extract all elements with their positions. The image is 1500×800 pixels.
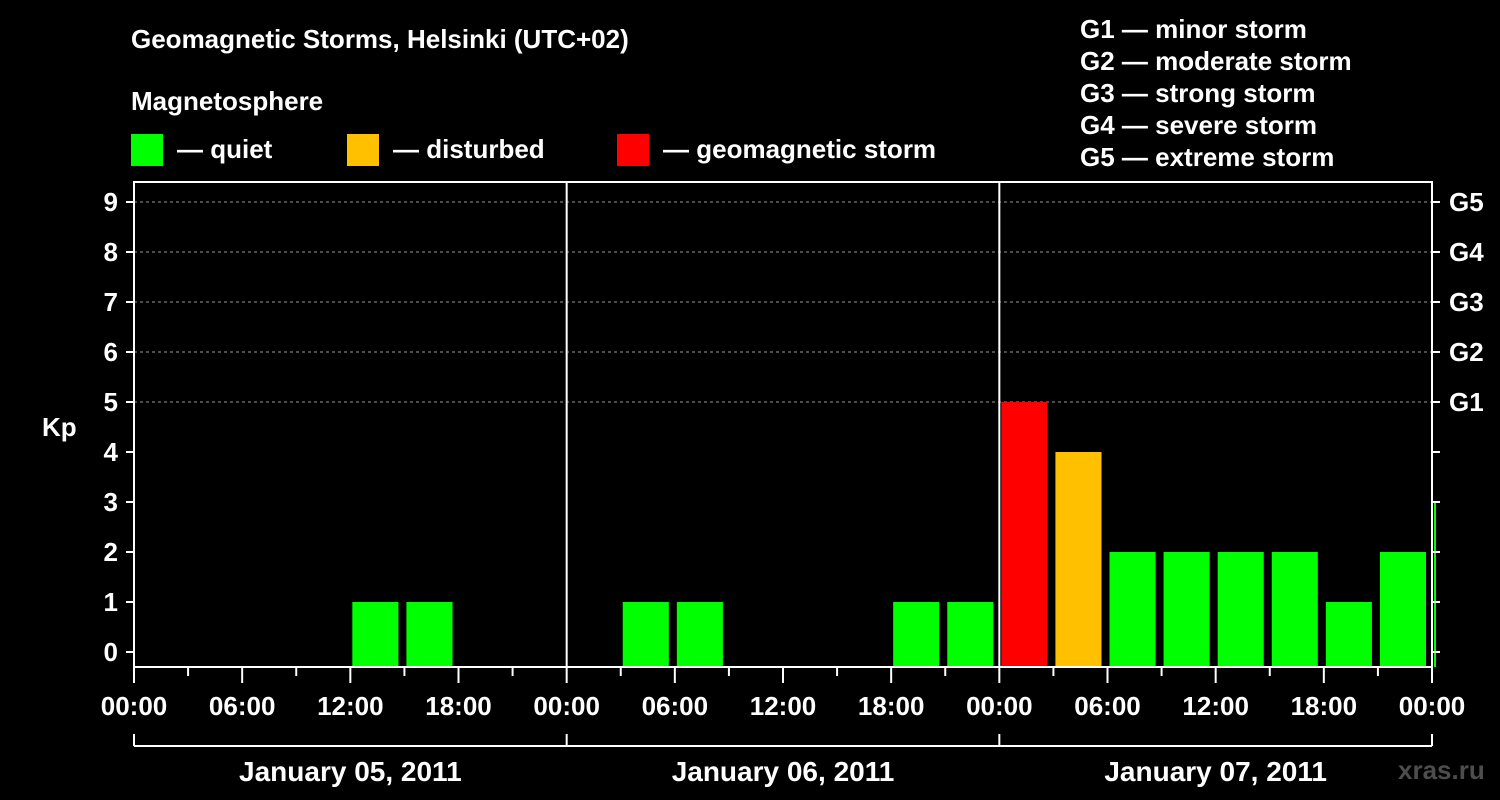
- g-level-label: G3: [1449, 287, 1484, 317]
- x-tick-label: 00:00: [1399, 691, 1466, 721]
- g-level-label: G4: [1449, 237, 1484, 267]
- kp-bar: [893, 602, 940, 667]
- kp-bar: [1325, 602, 1372, 667]
- scale-g4: G4 — severe storm: [1080, 110, 1318, 140]
- y-tick-label: 3: [104, 487, 118, 517]
- day-label: January 05, 2011: [239, 756, 462, 787]
- watermark: xras.ru: [1398, 755, 1485, 785]
- x-tick-label: 18:00: [1291, 691, 1358, 721]
- kp-bar: [1109, 552, 1156, 667]
- kp-bar: [1055, 452, 1102, 667]
- x-tick-label: 12:00: [317, 691, 384, 721]
- y-tick-label: 5: [104, 387, 118, 417]
- x-tick-label: 12:00: [1182, 691, 1249, 721]
- legend-swatch-storm: [617, 134, 649, 166]
- scale-g5: G5 — extreme storm: [1080, 142, 1335, 172]
- y-axis-label: Kp: [42, 412, 77, 442]
- kp-bar: [622, 602, 669, 667]
- grid-lines: [134, 201, 1432, 403]
- kp-bar: [1379, 552, 1426, 667]
- x-tick-label: 12:00: [750, 691, 817, 721]
- bars: [352, 402, 1436, 667]
- scale-g2: G2 — moderate storm: [1080, 46, 1352, 76]
- x-tick-label: 18:00: [858, 691, 925, 721]
- y-tick-label: 8: [104, 237, 118, 267]
- legend-label-disturbed: — disturbed: [393, 134, 545, 164]
- kp-bar: [1271, 552, 1318, 667]
- chart-title: Geomagnetic Storms, Helsinki (UTC+02): [131, 24, 629, 54]
- x-tick-label: 06:00: [642, 691, 709, 721]
- kp-bar: [1001, 402, 1048, 667]
- y-tick-label: 1: [104, 587, 118, 617]
- y-tick-label: 4: [104, 437, 119, 467]
- y-tick-label: 0: [104, 637, 118, 667]
- axes: 0 1 2 3 4 5 6 7 8 9 G1 G2 G3 G4 G5 Kp 00:00 06:00 12:00 18:…: [42, 187, 1484, 787]
- kp-bar: [1434, 502, 1436, 667]
- x-tick-label: 00:00: [533, 691, 600, 721]
- kp-bar: [406, 602, 453, 667]
- y-tick-label: 7: [104, 287, 118, 317]
- x-tick-label: 06:00: [209, 691, 276, 721]
- legend-label-quiet: — quiet: [177, 134, 273, 164]
- g-level-label: G2: [1449, 337, 1484, 367]
- scale-g3: G3 — strong storm: [1080, 78, 1316, 108]
- day-label: January 06, 2011: [672, 756, 895, 787]
- kp-bar: [1217, 552, 1264, 667]
- y-tick-label: 9: [104, 187, 118, 217]
- g-level-label: G1: [1449, 387, 1484, 417]
- scale-g1: G1 — minor storm: [1080, 14, 1307, 44]
- y-tick-label: 2: [104, 537, 118, 567]
- day-label: January 07, 2011: [1104, 756, 1327, 787]
- legend-heading: Magnetosphere: [131, 86, 324, 116]
- x-tick-label: 06:00: [1074, 691, 1141, 721]
- legend-swatch-disturbed: [347, 134, 379, 166]
- x-tick-label: 00:00: [101, 691, 168, 721]
- legend-swatch-quiet: [131, 134, 163, 166]
- kp-bar: [1163, 552, 1210, 667]
- kp-bar: [676, 602, 723, 667]
- legend-label-storm: — geomagnetic storm: [663, 134, 937, 164]
- g-level-label: G5: [1449, 187, 1484, 217]
- x-tick-label: 00:00: [966, 691, 1033, 721]
- kp-bar: [947, 602, 994, 667]
- x-tick-label: 18:00: [425, 691, 492, 721]
- y-tick-label: 6: [104, 337, 118, 367]
- kp-bar: [352, 602, 399, 667]
